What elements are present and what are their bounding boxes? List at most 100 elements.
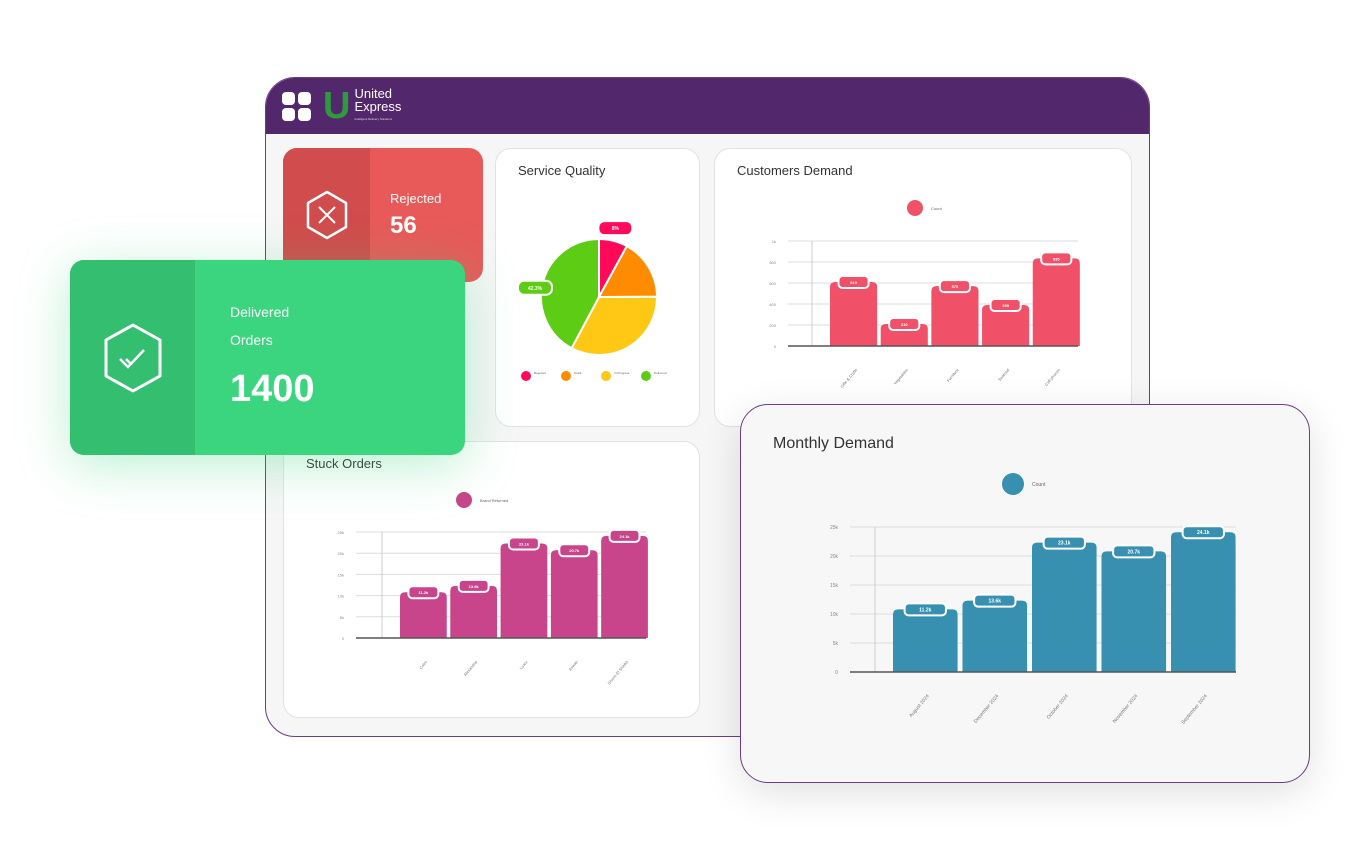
x-tick-label: Furniture <box>946 367 961 383</box>
service-quality-pie-chart: 8% 42.3% Rejected Stuck In Progress Delivered <box>516 220 667 381</box>
pie-slice <box>597 244 659 299</box>
bar-label-badge <box>608 528 641 543</box>
legend-label: Count <box>1032 482 1046 488</box>
brand-line1: United <box>354 85 393 101</box>
bar-data-label: 11.2k <box>919 607 931 613</box>
service-quality-card: Service Quality 8% 42.3% Rejected Stuck In P… <box>495 148 700 427</box>
brand-logo: U United Express Intelligent Delivery So… <box>323 87 401 126</box>
rejected-value: 56 <box>390 211 417 239</box>
legend-label: Brand Returned <box>480 498 508 503</box>
y-tick-label: 10k <box>338 594 344 599</box>
pie-data-label: 42.3% <box>528 286 543 292</box>
apps-grid-icon[interactable] <box>282 91 311 121</box>
bar-data-label: 210 <box>901 322 908 327</box>
monthly-demand-bar-chart: Count 0 5k 10k 15k 20k 25k 11.2k August 2024 13.6… <box>830 473 1236 726</box>
customers-demand-bar-chart: Count 0 200 400 600 800 1k 610 Gifts & Crafts 210… <box>769 200 1080 389</box>
rejected-label: Rejected <box>390 190 442 206</box>
legend-swatch <box>561 371 571 381</box>
legend-swatch <box>1002 473 1024 495</box>
monthly-demand-card: Monthly Demand Count 0 5k 10k 15k 20k 25k 11.2k… <box>740 404 1310 783</box>
y-tick-label: 20k <box>830 554 839 560</box>
delivered-value: 1400 <box>230 368 315 410</box>
pie-data-label-badge <box>597 220 634 237</box>
delivered-orders-card[interactable]: Delivered Orders 1400 <box>70 260 465 455</box>
y-tick-label: 15k <box>338 572 344 577</box>
bar-label-badge <box>457 578 490 593</box>
x-tick-label: Seafood <box>997 367 1010 382</box>
bar <box>550 550 598 638</box>
bar <box>450 585 498 638</box>
bar-data-label: 20.7k <box>569 548 580 553</box>
bar-label-badge <box>1040 251 1073 266</box>
y-tick-label: 5k <box>833 641 839 647</box>
bar <box>830 281 878 346</box>
y-tick-label: 0 <box>774 344 777 349</box>
bar-label-badge <box>558 543 591 558</box>
x-tick-label: Luxor <box>518 659 529 670</box>
bar-label-badge <box>407 585 440 600</box>
reject-hexagon-icon <box>306 190 347 240</box>
bar <box>1170 532 1236 672</box>
app-header: U United Express Intelligent Delivery So… <box>266 78 1149 134</box>
bar-data-label: 835 <box>1053 256 1060 261</box>
customers-demand-card: Customers Demand Count 0 200 400 600 800 1k 610… <box>714 148 1132 427</box>
legend-swatch <box>907 200 923 216</box>
x-tick-label: October 2024 <box>1046 693 1070 720</box>
bar-data-label: 570 <box>952 284 959 289</box>
y-tick-label: 25k <box>830 525 839 531</box>
bar <box>931 286 979 346</box>
card-title: Monthly Demand <box>773 435 894 452</box>
y-tick-label: 0 <box>835 670 838 676</box>
bar-label-badge <box>1181 525 1225 540</box>
y-tick-label: 10k <box>830 612 839 618</box>
bar-data-label: 20.7k <box>1128 549 1141 555</box>
legend-label: Rejected <box>534 371 546 375</box>
bar-data-label: 24.1k <box>620 534 631 539</box>
x-tick-label: September 2024 <box>1180 693 1209 725</box>
legend-label: In Progress <box>614 371 630 375</box>
x-tick-label: Cairo <box>418 659 428 670</box>
bar <box>1032 258 1080 346</box>
rejected-icon-box <box>283 148 370 282</box>
legend-swatch <box>641 371 651 381</box>
y-tick-label: 200 <box>769 323 776 328</box>
y-tick-label: 600 <box>769 281 776 286</box>
y-tick-label: 15k <box>830 583 839 589</box>
legend-swatch <box>521 371 531 381</box>
y-tick-label: 0 <box>342 636 345 641</box>
y-tick-label: 800 <box>769 260 776 265</box>
legend-label: Count <box>931 206 943 211</box>
x-tick-label: Vegetables <box>892 367 909 385</box>
delivered-check-hexagon-icon <box>104 323 161 392</box>
bar <box>982 305 1030 346</box>
x-tick-label: August 2024 <box>908 693 931 719</box>
stuck-orders-card: Stuck Orders Brand Returned 0 5k 10k 15k 20k 2… <box>283 441 700 718</box>
rejected-card[interactable]: Rejected 56 <box>283 148 483 282</box>
bar-data-label: 23.1k <box>1058 541 1071 547</box>
pie-slice <box>570 295 658 356</box>
bar <box>893 609 958 672</box>
y-tick-label: 25k <box>338 530 344 535</box>
legend-label: Stuck <box>574 371 582 375</box>
bar-data-label: 390 <box>1002 303 1009 308</box>
bar-data-label: 13.6k <box>469 584 480 589</box>
x-tick-label: Gifts & Crafts <box>839 367 858 388</box>
bar-data-label: 23.1k <box>519 541 530 546</box>
x-tick-label: Sharm El Sheikh <box>606 659 629 685</box>
bar-label-badge <box>973 593 1017 608</box>
x-tick-label: Aswan <box>567 659 579 671</box>
x-tick-label: Alexandria <box>462 659 478 677</box>
bar <box>500 543 548 638</box>
bar-label-badge <box>1112 544 1156 559</box>
y-tick-label: 400 <box>769 302 776 307</box>
bar-label-badge <box>507 536 540 551</box>
bar-label-badge <box>1042 535 1086 550</box>
pie-data-label: 8% <box>612 226 620 232</box>
bar-label-badge <box>888 316 921 331</box>
bar-label-badge <box>903 602 947 617</box>
bar-data-label: 24.1k <box>1197 530 1210 536</box>
delivered-label-line2: Orders <box>230 332 273 348</box>
card-title: Service Quality <box>518 163 606 178</box>
x-tick-label: November 2024 <box>1112 693 1140 724</box>
bar-label-badge <box>837 274 870 289</box>
